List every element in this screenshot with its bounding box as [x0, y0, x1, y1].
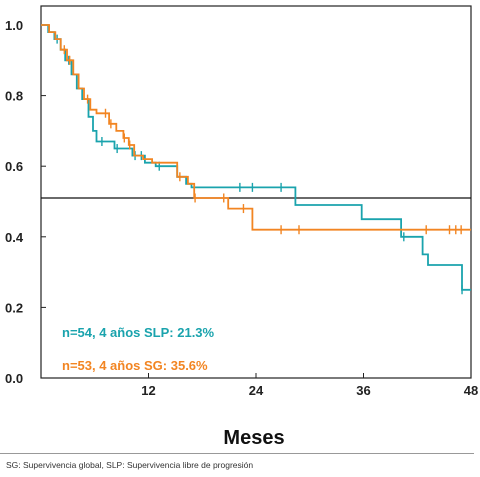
- y-tick-label: 1.0: [5, 18, 23, 33]
- annotation-sg: n=53, 4 años SG: 35.6%: [62, 358, 208, 373]
- survival-curve: [41, 24, 471, 231]
- annotation-slp: n=54, 4 años SLP: 21.3%: [62, 325, 215, 340]
- y-tick-label: 0.8: [5, 89, 23, 104]
- y-tick-label: 0.2: [5, 300, 23, 315]
- y-tick-label: 0.6: [5, 159, 23, 174]
- x-axis-title: Meses: [223, 427, 284, 449]
- x-tick-label: 36: [356, 383, 370, 398]
- y-tick-label: 0.0: [5, 371, 23, 386]
- survival-chart: 0.0 0.2 0.4 0.6 0.8 1.0 12 24 36 48 n=54, 4 años…: [5, 5, 478, 449]
- plot-frame: [40, 5, 472, 379]
- series-1: [41, 24, 471, 235]
- y-tick-label: 0.4: [5, 230, 24, 245]
- footnote: SG: Supervivencia global, SLP: Supervive…: [6, 460, 254, 470]
- x-tick-label: 24: [249, 383, 264, 398]
- footnote-divider: [0, 453, 474, 454]
- series-0: [41, 24, 471, 295]
- survival-curve: [41, 24, 471, 291]
- x-tick-label: 48: [464, 383, 478, 398]
- x-tick-label: 12: [141, 383, 155, 398]
